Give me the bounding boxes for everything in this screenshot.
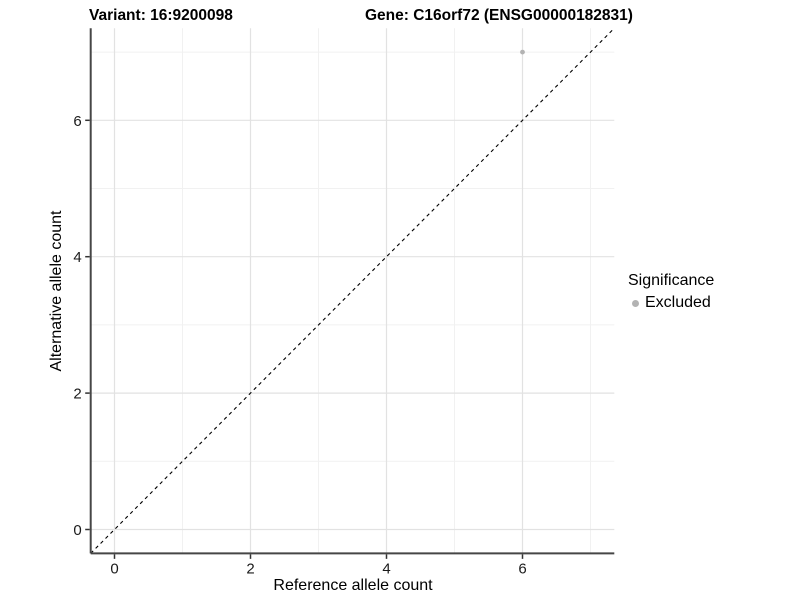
legend: Significance Excluded: [628, 272, 714, 312]
x-tick-label: 0: [110, 560, 118, 577]
legend-item-excluded: Excluded: [628, 294, 714, 312]
y-tick-label: 4: [73, 249, 81, 266]
legend-item-label: Excluded: [645, 294, 711, 311]
x-tick-label: 2: [246, 560, 254, 577]
plot-title-gene: Gene: C16orf72 (ENSG00000182831): [365, 7, 633, 24]
x-tick-label: 6: [518, 560, 526, 577]
x-axis-title: Reference allele count: [273, 577, 433, 594]
y-axis-title: Alternative allele count: [48, 210, 65, 372]
identity-line: [90, 27, 615, 554]
y-tick-label: 2: [73, 386, 81, 403]
plot-title-variant: Variant: 16:9200098: [89, 7, 233, 24]
legend-key: [628, 296, 642, 310]
legend-dot-icon: [631, 299, 639, 307]
x-tick-label: 4: [382, 560, 390, 577]
legend-title: Significance: [628, 272, 715, 289]
data-point: [520, 49, 525, 55]
y-tick-label: 6: [73, 113, 81, 130]
y-tick-label: 0: [73, 522, 81, 539]
